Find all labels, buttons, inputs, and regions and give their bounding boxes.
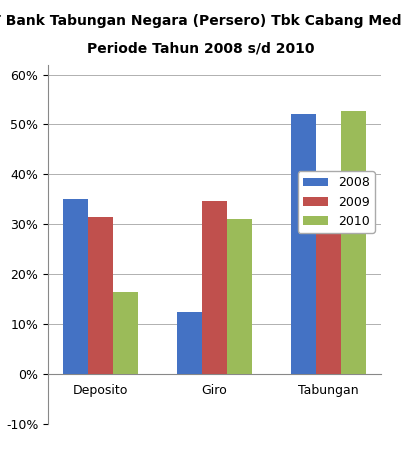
Bar [177, 312, 202, 374]
Bar [88, 217, 113, 374]
Bar [291, 114, 316, 374]
Legend: 2008, 2009, 2010: 2008, 2009, 2010 [298, 171, 375, 233]
Bar [316, 207, 341, 374]
Text: Periode Tahun 2008 s/d 2010: Periode Tahun 2008 s/d 2010 [87, 41, 314, 55]
Bar [113, 292, 138, 374]
Bar [202, 201, 227, 374]
Text: PT Bank Tabungan Negara (Persero) Tbk Cabang Medan: PT Bank Tabungan Negara (Persero) Tbk Ca… [0, 14, 401, 28]
Bar [341, 111, 366, 374]
Bar [227, 219, 252, 374]
Bar [63, 200, 88, 374]
